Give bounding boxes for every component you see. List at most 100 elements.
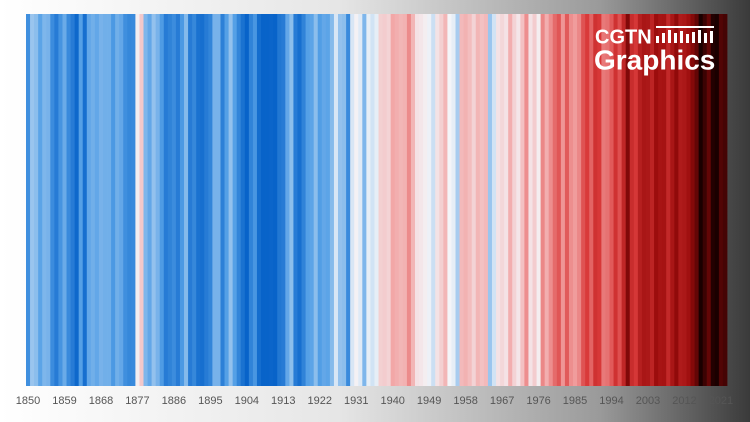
stripe [305, 14, 311, 386]
stripe [139, 14, 144, 386]
stripe [252, 14, 258, 386]
stripe [317, 14, 323, 386]
stripe [500, 14, 505, 386]
stripe [273, 14, 278, 386]
stripe [577, 14, 582, 386]
stripe [171, 14, 177, 386]
stripe [678, 14, 683, 386]
stripe [370, 14, 375, 386]
stripe [281, 14, 286, 386]
stripe [167, 14, 173, 386]
stripe [378, 14, 383, 386]
stripe [658, 14, 663, 386]
stripe [82, 14, 88, 386]
stripe [90, 14, 96, 386]
stripe [248, 14, 254, 386]
stripe [297, 14, 302, 386]
stripe [714, 14, 720, 386]
stripe [350, 14, 355, 386]
x-tick-label: 1895 [198, 395, 222, 407]
stripe [366, 14, 371, 386]
stripe [46, 14, 51, 386]
stripe [475, 14, 481, 386]
stripe [204, 14, 209, 386]
stripe [58, 14, 63, 386]
x-tick-label: 1922 [308, 395, 332, 407]
stripe [86, 14, 92, 386]
x-tick-label: 2021 [709, 395, 733, 407]
stripe [216, 14, 221, 386]
stripe [321, 14, 327, 386]
stripe [354, 14, 359, 386]
stripe [143, 14, 148, 386]
stripe [277, 14, 282, 386]
x-tick-label: 1949 [417, 395, 441, 407]
stripe [346, 14, 351, 386]
stripe [483, 14, 489, 386]
stripe [70, 14, 76, 386]
x-tick-label: 1994 [599, 395, 623, 407]
x-tick-label: 1913 [271, 395, 295, 407]
stripe [135, 14, 140, 386]
stripe [625, 14, 631, 386]
stripe [419, 14, 424, 386]
stripe [573, 14, 578, 386]
stripe [232, 14, 238, 386]
stripe [111, 14, 116, 386]
x-tick-label: 1877 [125, 395, 149, 407]
x-tick-label: 1958 [453, 395, 477, 407]
stripe [240, 14, 246, 386]
stripe [115, 14, 120, 386]
stripe [674, 14, 679, 386]
x-tick-label: 2003 [636, 395, 660, 407]
stripe [528, 14, 533, 386]
stripe [512, 14, 517, 386]
stripe [560, 14, 566, 386]
logo: CGTN Graphics [594, 26, 715, 75]
stripe [220, 14, 225, 386]
x-tick-label: 1976 [526, 395, 550, 407]
stripe [333, 14, 339, 386]
stripe [228, 14, 234, 386]
stripe [179, 14, 185, 386]
stripe [269, 14, 274, 386]
stripe [524, 14, 529, 386]
stripe [459, 14, 465, 386]
stripe [188, 14, 193, 386]
stripe [374, 14, 379, 386]
stripe [74, 14, 80, 386]
stripe [540, 14, 546, 386]
x-tick-label: 1940 [380, 395, 404, 407]
stripe [666, 14, 671, 386]
stripe [548, 14, 554, 386]
stripe [50, 14, 55, 386]
stripe [431, 14, 436, 386]
stripe [309, 14, 315, 386]
stripe [131, 14, 136, 386]
stripe [585, 14, 590, 386]
stripe [686, 14, 691, 386]
stripe [414, 14, 420, 386]
stripe [398, 14, 404, 386]
x-tick-label: 1967 [490, 395, 514, 407]
stripe [147, 14, 153, 386]
stripe [605, 14, 610, 386]
stripe [447, 14, 452, 386]
stripe [329, 14, 335, 386]
x-tick-label: 1850 [16, 395, 40, 407]
stripe [682, 14, 687, 386]
logo-line1: CGTN [595, 26, 652, 48]
stripe [487, 14, 493, 386]
stripe [394, 14, 400, 386]
stripe [102, 14, 108, 386]
stripe [342, 14, 347, 386]
stripe [382, 14, 388, 386]
stripe [34, 14, 39, 386]
stripe [236, 14, 242, 386]
stripe [670, 14, 675, 386]
stripe [244, 14, 250, 386]
stripe [406, 14, 412, 386]
stripe [662, 14, 667, 386]
logo-line2: Graphics [594, 44, 715, 75]
stripe [402, 14, 408, 386]
